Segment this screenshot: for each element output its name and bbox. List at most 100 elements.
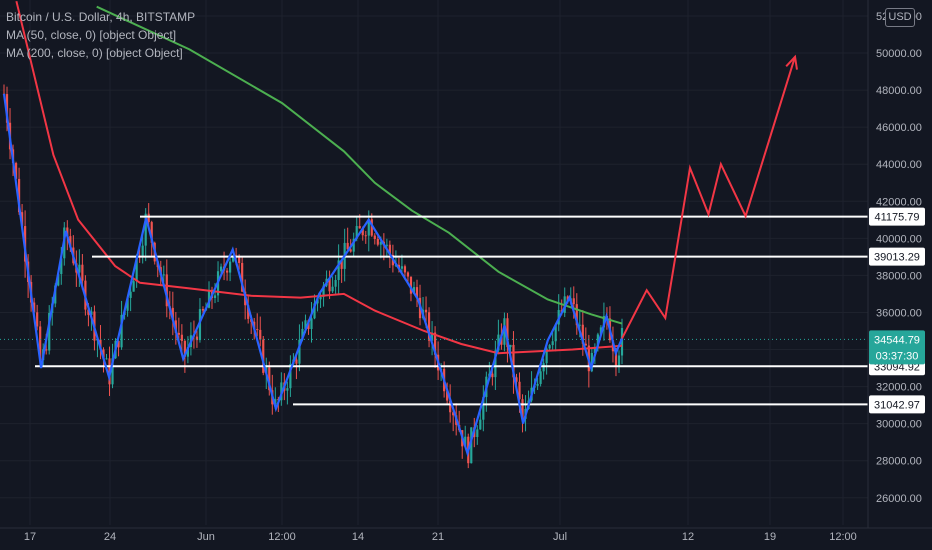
candle-body bbox=[201, 309, 205, 311]
candle-body bbox=[554, 324, 557, 342]
pattern-line bbox=[2, 93, 624, 458]
candle-body bbox=[376, 239, 379, 245]
candle-body bbox=[105, 358, 108, 360]
candle-body bbox=[503, 318, 506, 345]
candle-body bbox=[331, 286, 334, 292]
symbol-title[interactable]: Bitcoin / U.S. Dollar, 4h, BITSTAMP bbox=[6, 10, 196, 24]
time-tick-label: 12:00 bbox=[268, 531, 296, 543]
candle-body bbox=[358, 226, 361, 229]
candle-body bbox=[476, 429, 479, 437]
price-tick-label: 48000.00 bbox=[876, 85, 922, 97]
candle-body bbox=[334, 279, 337, 287]
candle-body bbox=[132, 281, 135, 292]
pattern-drawing bbox=[2, 93, 624, 458]
candle-body bbox=[322, 285, 325, 297]
price-tick-label: 42000.00 bbox=[876, 196, 922, 208]
candle-body bbox=[545, 348, 548, 364]
time-axis[interactable]: 17 24 Jun 12:00 14 21 Jul 12 19 12:00 bbox=[0, 527, 932, 543]
candle-body bbox=[262, 339, 265, 373]
candle-body bbox=[238, 255, 241, 263]
candle-body bbox=[289, 364, 292, 389]
candle-body bbox=[268, 367, 271, 391]
candle-body bbox=[144, 213, 147, 246]
candle-body bbox=[536, 383, 539, 386]
candle-body bbox=[340, 260, 343, 269]
candle-body bbox=[509, 344, 512, 348]
candle-body bbox=[186, 347, 189, 357]
price-axis[interactable]: 52000.0050000.0048000.0046000.0044000.00… bbox=[867, 0, 932, 550]
ma50-legend[interactable]: MA (50, close, 0) [object Object] bbox=[6, 28, 177, 42]
ma200-legend[interactable]: MA (200, close, 0) [object Object] bbox=[6, 46, 183, 60]
horizontal-levels bbox=[0, 215, 868, 406]
candle-body bbox=[256, 329, 259, 331]
candle-body bbox=[551, 341, 554, 346]
candle-body bbox=[286, 388, 289, 391]
candle-body bbox=[430, 332, 434, 341]
candle-body bbox=[36, 312, 39, 327]
price-tick-label: 50000.00 bbox=[876, 48, 922, 60]
candle-body bbox=[479, 419, 482, 430]
candle-body bbox=[518, 381, 521, 400]
candle-body bbox=[219, 266, 223, 272]
candle-body bbox=[141, 245, 144, 256]
candle-body bbox=[521, 399, 524, 419]
candle-body bbox=[180, 334, 183, 341]
candle-body bbox=[135, 255, 138, 282]
last-price-label: 34544.79 bbox=[874, 334, 920, 346]
price-tick-label: 30000.00 bbox=[876, 419, 922, 431]
candle-body bbox=[39, 326, 42, 361]
candle-body bbox=[446, 391, 449, 401]
candle-body bbox=[491, 373, 494, 378]
candle-body bbox=[102, 349, 105, 360]
candle-body bbox=[424, 309, 428, 313]
time-tick-label: 14 bbox=[352, 531, 364, 543]
candle-body bbox=[464, 436, 467, 447]
level-price-label: 31042.97 bbox=[874, 399, 920, 411]
price-tick-label: 38000.00 bbox=[876, 270, 922, 282]
time-tick-label: 17 bbox=[24, 531, 36, 543]
candle-body bbox=[247, 305, 250, 319]
candle-body bbox=[494, 350, 497, 378]
candle-body bbox=[66, 227, 69, 237]
candle-body bbox=[183, 340, 186, 357]
candle-body bbox=[177, 332, 180, 335]
candle-body bbox=[400, 266, 404, 269]
candle-body bbox=[111, 358, 114, 385]
candle-body bbox=[515, 377, 518, 382]
candle-body bbox=[120, 314, 123, 348]
candle-body bbox=[581, 324, 584, 344]
level-price-tag bbox=[869, 207, 925, 226]
level-price-label: 39013.29 bbox=[874, 252, 920, 264]
candle-body bbox=[361, 228, 364, 236]
candle-body bbox=[452, 412, 455, 416]
candle-body bbox=[213, 295, 217, 299]
candle-body bbox=[415, 287, 419, 298]
candle-body bbox=[81, 264, 84, 281]
candle-body bbox=[596, 334, 599, 348]
candle-body bbox=[198, 309, 202, 341]
candle-body bbox=[367, 219, 370, 236]
price-tick-label: 28000.00 bbox=[876, 456, 922, 468]
level-price-tag bbox=[869, 395, 925, 414]
candle-body bbox=[388, 244, 391, 255]
candle-body bbox=[319, 296, 322, 300]
candle-body bbox=[337, 260, 340, 280]
candle-body bbox=[617, 355, 621, 366]
candle-body bbox=[355, 226, 358, 239]
candle-body bbox=[207, 289, 211, 308]
candle-body bbox=[313, 303, 316, 319]
candlestick-series bbox=[2, 84, 624, 469]
candle-body bbox=[17, 178, 21, 213]
candle-body bbox=[150, 222, 153, 243]
candle-body bbox=[48, 312, 51, 351]
currency-badge[interactable]: USD bbox=[885, 8, 915, 27]
candle-body bbox=[162, 274, 165, 276]
candle-body bbox=[433, 332, 437, 355]
candle-body bbox=[427, 312, 431, 341]
moving-averages bbox=[15, 0, 623, 355]
candle-body bbox=[45, 349, 48, 351]
grid-lines bbox=[0, 0, 868, 525]
candle-body bbox=[470, 427, 473, 464]
